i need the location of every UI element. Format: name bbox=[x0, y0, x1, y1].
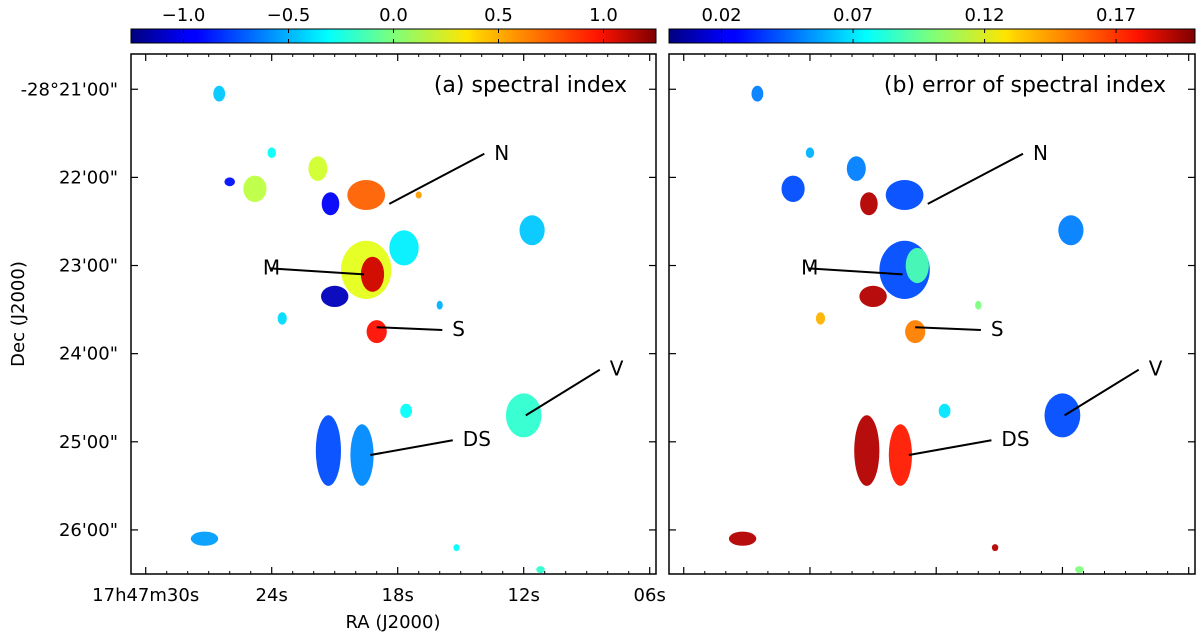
colorbar-spectral-index-error-ticks: 0.02 0.07 0.12 0.17 bbox=[702, 5, 1136, 43]
source-blob-21 bbox=[190, 531, 219, 546]
source-label-v: V bbox=[610, 357, 624, 381]
source-blob-16 bbox=[854, 415, 880, 486]
y-tick-label: 26'00" bbox=[59, 520, 118, 541]
source-blob-5 bbox=[308, 156, 328, 181]
colorbar-tick-label: −1.0 bbox=[162, 5, 206, 26]
source-blob-2 bbox=[781, 175, 805, 202]
source-blob-1 bbox=[213, 85, 226, 102]
source-leader-line bbox=[927, 152, 1024, 205]
colorbar-tick-label: 0.07 bbox=[833, 5, 873, 26]
source-blob-18 bbox=[400, 403, 412, 418]
source-blob-15 bbox=[938, 403, 951, 418]
source-blob-17 bbox=[888, 424, 913, 486]
source-leader-line bbox=[808, 267, 903, 276]
source-leader-line bbox=[270, 267, 365, 276]
y-tick-label: -28°21'00" bbox=[21, 79, 118, 100]
source-blob-6 bbox=[860, 192, 878, 216]
source-blob-22 bbox=[536, 566, 545, 574]
source-blob-18 bbox=[728, 531, 757, 546]
source-blob-1 bbox=[751, 85, 764, 102]
source-blob-5 bbox=[885, 180, 924, 210]
y-tick-label: 23'00" bbox=[59, 256, 118, 277]
colorbar-spectral-index-error bbox=[668, 28, 1196, 44]
colorbar-tick-label: 0.17 bbox=[1096, 5, 1136, 26]
colorbar-tick-label: 0.12 bbox=[965, 5, 1005, 26]
colorbar-tick-label: 1.0 bbox=[589, 5, 618, 26]
source-blob-13 bbox=[366, 320, 387, 344]
source-blob-12 bbox=[975, 300, 982, 310]
source-label-ds: DS bbox=[1001, 427, 1029, 451]
colorbar-tick-label: 0.0 bbox=[379, 5, 408, 26]
x-tick-label: 06s bbox=[634, 585, 666, 606]
source-blob-4 bbox=[224, 177, 235, 187]
spectral-index-error-map bbox=[728, 85, 1084, 574]
source-blob-10 bbox=[905, 320, 926, 344]
plot-frame-spectral-index bbox=[130, 53, 657, 575]
source-label-s: S bbox=[991, 317, 1004, 341]
axis-ticks-spectral-index: 17h47m30s 24s 18s 12s 06s -28°21'00" 22'00" 23'… bbox=[21, 54, 666, 606]
y-tick-label: 22'00" bbox=[59, 167, 118, 188]
source-blob-13 bbox=[1058, 215, 1084, 246]
source-blob-3 bbox=[267, 147, 276, 158]
x-tick-label: 18s bbox=[382, 585, 414, 606]
source-label-v: V bbox=[1149, 357, 1163, 381]
panel-spectral-index-error: 0.02 0.07 0.12 0.17 N M S V DS (b) error of spe… bbox=[668, 5, 1196, 575]
source-blob-11 bbox=[389, 230, 419, 266]
source-blob-9 bbox=[859, 285, 887, 307]
colorbar-tick-label: 0.02 bbox=[702, 5, 742, 26]
colorbar-spectral-index-ticks: −1.0 −0.5 0.0 0.5 1.0 bbox=[162, 5, 618, 43]
source-blob-3 bbox=[805, 147, 815, 158]
source-blob-14 bbox=[1044, 393, 1081, 438]
source-labels-spectral-index: N M S V DS bbox=[263, 141, 624, 457]
source-blob-19 bbox=[1075, 566, 1084, 574]
source-blob-12 bbox=[321, 285, 349, 307]
spectral-index-map bbox=[190, 85, 545, 574]
y-axis-label: Dec (J2000) bbox=[8, 261, 29, 367]
panel-label-spectral-index: (a) spectral index bbox=[434, 73, 627, 98]
axis-ticks-spectral-index-error bbox=[669, 54, 1195, 574]
source-leader-line bbox=[370, 439, 453, 457]
source-leader-line bbox=[1064, 368, 1140, 417]
panel-spectral-index: −1.0 −0.5 0.0 0.5 1.0 17h47m30s 24s 18s 12s 06s -… bbox=[8, 5, 666, 633]
source-label-m: M bbox=[801, 255, 818, 279]
source-leader-line bbox=[376, 326, 443, 332]
source-leader-line bbox=[525, 368, 601, 417]
y-tick-label: 24'00" bbox=[59, 344, 118, 365]
panel-label-spectral-index-error: (b) error of spectral index bbox=[884, 73, 1166, 98]
source-blob-8 bbox=[415, 191, 422, 199]
plot-frame-spectral-index-error bbox=[668, 53, 1196, 575]
source-blob-2 bbox=[243, 175, 267, 202]
x-tick-label: 17h47m30s bbox=[92, 585, 199, 606]
source-blob-4 bbox=[846, 156, 866, 181]
colorbar-tick-label: 0.5 bbox=[484, 5, 513, 26]
source-label-n: N bbox=[1033, 141, 1048, 165]
source-blob-6 bbox=[347, 180, 386, 210]
source-label-ds: DS bbox=[463, 427, 491, 451]
source-blob-23 bbox=[453, 544, 460, 552]
source-leader-line bbox=[915, 326, 981, 332]
source-blob-10 bbox=[360, 256, 385, 292]
source-blob-17 bbox=[505, 393, 542, 438]
source-labels-spectral-index-error: N M S V DS bbox=[801, 141, 1163, 457]
y-tick-label: 25'00" bbox=[59, 432, 118, 453]
source-blob-7 bbox=[321, 192, 340, 216]
source-blob-15 bbox=[436, 300, 443, 310]
x-tick-label: 12s bbox=[508, 585, 540, 606]
source-blob-20 bbox=[350, 424, 374, 486]
source-leader-line bbox=[908, 439, 992, 457]
source-blob-16 bbox=[519, 215, 545, 246]
x-tick-label: 24s bbox=[256, 585, 288, 606]
source-label-n: N bbox=[494, 141, 509, 165]
x-axis-label: RA (J2000) bbox=[346, 612, 441, 633]
source-blob-8 bbox=[905, 247, 929, 284]
source-label-s: S bbox=[452, 317, 465, 341]
source-blob-11 bbox=[815, 312, 826, 325]
source-leader-line bbox=[388, 152, 485, 205]
source-blob-20 bbox=[991, 544, 999, 552]
source-blob-19 bbox=[315, 415, 341, 486]
source-label-m: M bbox=[263, 255, 280, 279]
source-blob-14 bbox=[277, 312, 287, 325]
colorbar-tick-label: −0.5 bbox=[267, 5, 311, 26]
